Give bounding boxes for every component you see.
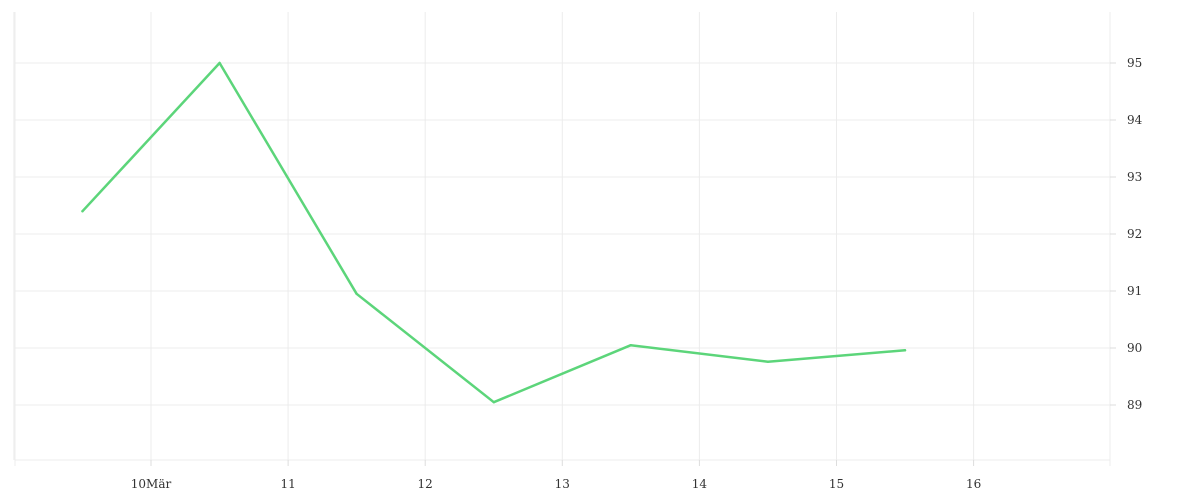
series-line — [81, 61, 907, 404]
grid-layer — [13, 12, 1111, 466]
x-tick-label: 16 — [966, 477, 981, 491]
data-point — [903, 349, 907, 352]
data-point — [629, 344, 632, 347]
data-point — [766, 360, 770, 363]
y-tick-label: 92 — [1127, 227, 1142, 241]
data-point — [218, 61, 221, 65]
data-point — [492, 401, 495, 404]
y-tick-label: 93 — [1127, 170, 1142, 184]
x-tick-label: 11 — [280, 477, 295, 491]
data-point — [81, 210, 84, 213]
y-tick-label: 95 — [1127, 56, 1142, 70]
series-layer — [81, 61, 907, 404]
x-tick-label: 14 — [692, 477, 708, 491]
x-tick-label: 15 — [829, 477, 844, 491]
x-tick-label: 12 — [418, 477, 433, 491]
y-tick-label: 90 — [1127, 341, 1142, 355]
y-tick-label: 89 — [1127, 398, 1142, 412]
x-tick-label: 13 — [555, 477, 570, 491]
y-tick-label: 91 — [1127, 284, 1142, 298]
x-axis: 10Mär 11 12 13 14 15 16 — [131, 460, 981, 491]
y-tick-label: 94 — [1127, 113, 1143, 127]
x-tick-label: 10Mär — [131, 477, 172, 491]
data-point — [355, 292, 358, 295]
y-axis: 89 90 91 92 93 94 95 — [1110, 56, 1143, 412]
